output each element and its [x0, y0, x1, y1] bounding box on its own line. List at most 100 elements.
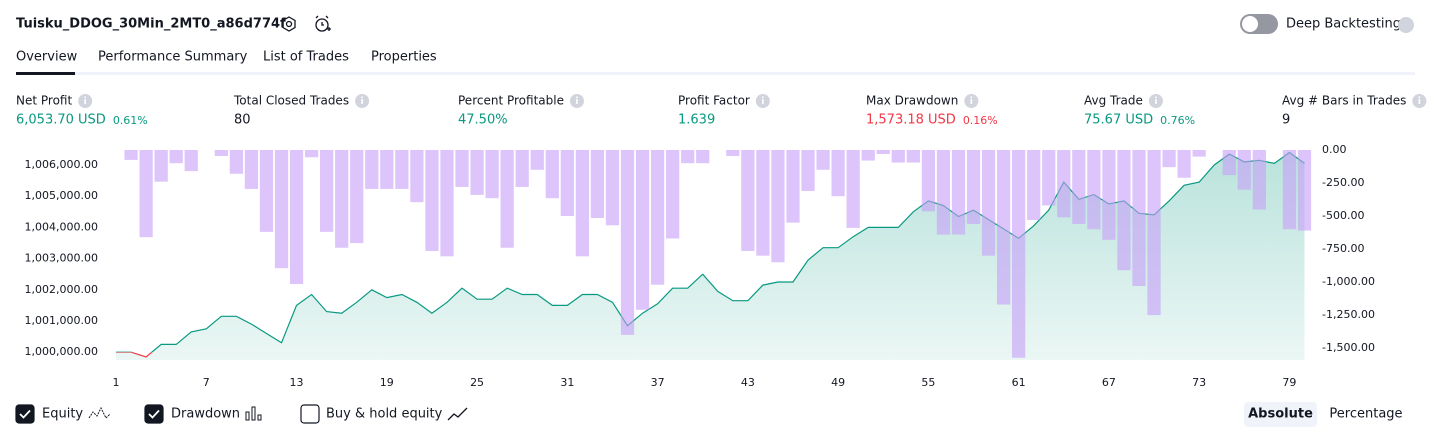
mode-percentage[interactable]: Percentage [1329, 407, 1402, 422]
y-tick-label: 1,003,000.00 [25, 252, 98, 265]
drawdown-bar [229, 150, 243, 174]
info-glyph [84, 96, 86, 99]
mode-absolute[interactable]: Absolute [1248, 407, 1313, 422]
toggle-knob [1242, 16, 1258, 32]
tab[interactable]: Overview [16, 50, 78, 65]
x-tick-label: 31 [560, 376, 574, 389]
metric-label: Total Closed Trades [233, 94, 349, 108]
metric-label: Profit Factor [678, 94, 750, 108]
drawdown-bar [274, 150, 289, 269]
drawdown-bar [726, 150, 740, 156]
drawdown-bar [876, 150, 890, 154]
drawdown-bar [981, 150, 996, 256]
x-tick-label: 61 [1012, 376, 1026, 389]
info-glyph [576, 96, 578, 99]
drawdown-bar [335, 150, 349, 248]
drawdown-bar [1072, 150, 1086, 224]
metric-value: 1.639 [678, 113, 715, 128]
x-tick-label: 49 [831, 376, 845, 389]
drawdown-bar [650, 150, 665, 285]
metric-label: Net Profit [16, 94, 72, 108]
metric-value: 80 [234, 113, 251, 128]
drawdown-bar [891, 150, 905, 163]
drawdown-bar [590, 150, 605, 219]
settings-icon[interactable] [282, 16, 296, 32]
drawdown-bar [635, 150, 650, 310]
drawdown-bar [470, 150, 484, 195]
metric-value: 9 [1282, 113, 1290, 128]
drawdown-bar [1192, 150, 1206, 157]
drawdown-bar [560, 150, 574, 217]
drawdown-bar [861, 150, 875, 161]
drawdown-bar [996, 150, 1011, 305]
mode-active-bg[interactable] [1244, 402, 1317, 427]
metric-label: Percent Profitable [458, 94, 564, 108]
drawdown-bar [666, 150, 680, 239]
checkbox[interactable] [15, 404, 35, 424]
info-glyph [1418, 96, 1421, 99]
x-tick-label: 43 [741, 376, 755, 389]
drawdown-bar [801, 150, 815, 191]
info-glyph [361, 96, 363, 99]
drawdown-bar [500, 150, 514, 248]
metric-value: 6,053.70 USD [16, 113, 106, 128]
y-tick-label: 1,006,000.00 [25, 158, 98, 171]
y2-tick-label: -1,000.00 [1322, 275, 1375, 288]
drawdown-bar [289, 150, 304, 285]
x-tick-label: 67 [1102, 376, 1116, 389]
metric-value: 1,573.18 USD [866, 113, 956, 128]
metric-percent: 0.61% [113, 114, 148, 127]
drawdown-bar [244, 150, 259, 189]
drawdown-bar [1132, 150, 1146, 287]
tab[interactable]: Properties [371, 50, 437, 65]
checkmark [148, 409, 160, 419]
drawdown-bar [515, 150, 529, 187]
drawdown-bar [816, 150, 830, 170]
info-glyph [970, 96, 973, 99]
drawdown-bar [214, 150, 228, 156]
drawdown-bar [530, 150, 544, 170]
drawdown-bar [966, 150, 981, 224]
drawdown-bar [1147, 150, 1161, 316]
drawdown-bar [485, 150, 499, 199]
tab[interactable]: Performance Summary [98, 50, 248, 65]
y2-tick-label: 0.00 [1322, 143, 1347, 156]
y2-tick-label: -750.00 [1322, 242, 1364, 255]
alert-icon[interactable] [315, 15, 331, 32]
info-glyph [361, 99, 363, 104]
drawdown-bar [1117, 150, 1131, 271]
drawdown-bar [605, 150, 620, 226]
drawdown-bar [380, 150, 394, 189]
info-glyph [84, 99, 86, 104]
drawdown-bar [1027, 150, 1041, 220]
drawdown-bar [350, 150, 364, 244]
drawdown-bar [169, 150, 183, 164]
drawdown-bar [906, 150, 920, 163]
metric-label: Avg Trade [1084, 94, 1143, 108]
drawdown-bar [1087, 150, 1101, 230]
info-glyph [576, 99, 578, 104]
legend-equity: Equity [42, 407, 83, 422]
checkmark [19, 409, 31, 419]
buy-hold-icon [447, 407, 468, 421]
metric-value: 75.67 USD [1084, 113, 1153, 128]
tab[interactable]: List of Trades [263, 50, 349, 65]
x-tick-label: 19 [380, 376, 394, 389]
legend-drawdown: Drawdown [171, 407, 240, 422]
checkbox[interactable] [300, 404, 320, 424]
y-tick-label: 1,004,000.00 [25, 220, 98, 233]
y-tick-label: 1,001,000.00 [25, 314, 98, 327]
equity-area [116, 152, 1305, 360]
tab-divider [16, 72, 1415, 75]
drawdown-bar [124, 150, 138, 160]
checkbox[interactable] [144, 404, 164, 424]
metric-label: Max Drawdown [866, 94, 958, 108]
help-icon[interactable] [1398, 17, 1414, 33]
x-tick-label: 73 [1192, 376, 1206, 389]
drawdown-bar [1042, 150, 1056, 206]
drawdown-bar [575, 150, 589, 257]
drawdown-bar [1222, 150, 1236, 176]
info-glyph [1155, 96, 1157, 99]
drawdown-bar [696, 150, 710, 164]
